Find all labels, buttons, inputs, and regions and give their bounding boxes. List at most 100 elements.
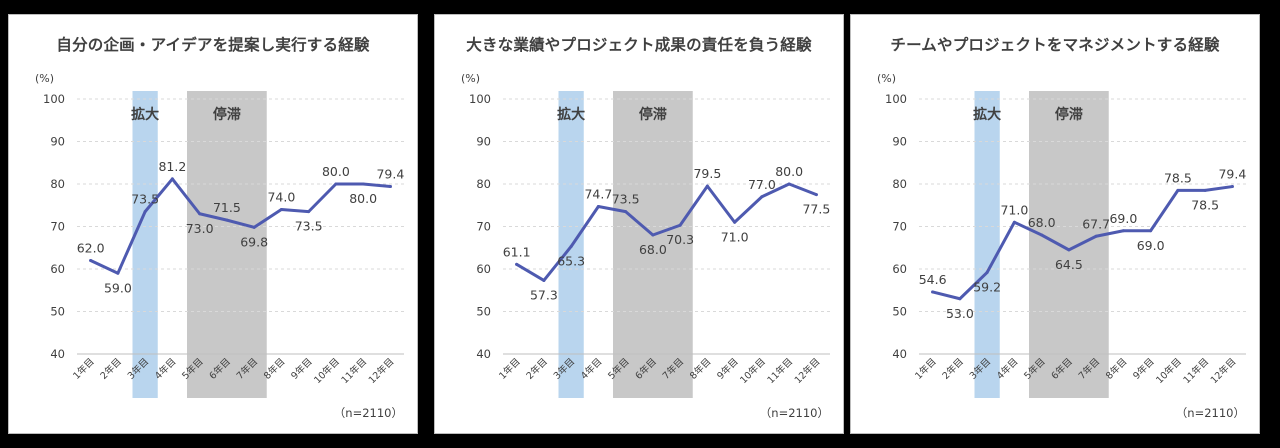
unit-label-3: (%)	[877, 72, 897, 85]
y-tick-label: 40	[476, 347, 491, 361]
y-tick-label: 70	[50, 220, 65, 234]
y-tick-label: 70	[892, 220, 907, 234]
y-tick-label: 70	[476, 220, 491, 234]
sample-size-note-2: （n=2110）	[759, 406, 829, 420]
chart-title-3: チームやプロジェクトをマネジメントする経験	[890, 36, 1220, 54]
y-tick-label: 50	[476, 305, 491, 319]
data-label: 69.0	[1137, 238, 1165, 253]
expansion-band-label: 拡大	[973, 106, 1001, 123]
data-point	[760, 195, 764, 199]
data-point	[252, 225, 256, 229]
stagnation-band-label: 停滞	[639, 106, 667, 123]
data-point	[958, 297, 962, 301]
stagnation-band	[187, 91, 267, 398]
x-tick-label: 10年目	[738, 356, 768, 386]
data-label: 80.0	[322, 164, 350, 179]
data-point	[170, 177, 174, 181]
data-label: 68.0	[1028, 215, 1056, 230]
data-point	[733, 220, 737, 224]
y-tick-label: 50	[892, 305, 907, 319]
data-point	[569, 244, 573, 248]
y-tick-label: 100	[469, 92, 491, 106]
data-label: 54.6	[919, 272, 947, 287]
x-tick-label: 9年目	[715, 356, 741, 382]
x-tick-label: 11年目	[339, 356, 369, 386]
expansion-band-label: 拡大	[131, 106, 159, 123]
data-label: 74.7	[584, 187, 612, 202]
data-label: 79.5	[693, 166, 721, 181]
data-label: 73.5	[295, 219, 323, 234]
x-tick-label: 2年目	[524, 356, 550, 382]
data-label: 73.0	[186, 221, 214, 236]
x-tick-label: 12年目	[1208, 356, 1238, 386]
chart-panel-1: 拡大 停滞 40 50 60 70 80 90 100 1年目 2年目 3年目 4年目 5年目 6年目 7年目…	[8, 14, 418, 434]
data-point	[89, 259, 93, 262]
data-label: 67.7	[1082, 216, 1110, 231]
data-point	[542, 278, 546, 282]
x-tick-label: 9年目	[289, 356, 315, 382]
data-point	[334, 182, 338, 186]
data-label: 53.0	[946, 306, 974, 321]
data-point	[651, 233, 655, 237]
data-label: 80.0	[349, 191, 377, 206]
sample-size-note-3: （n=2110）	[1175, 406, 1245, 420]
data-point	[787, 182, 791, 186]
data-label: 59.0	[104, 280, 132, 295]
y-tick-label: 60	[476, 262, 491, 276]
data-point	[705, 184, 709, 188]
stagnation-band-label: 停滞	[213, 106, 241, 123]
y-tick-label: 40	[892, 347, 907, 361]
data-point	[307, 210, 311, 214]
x-tick-label: 12年目	[366, 356, 396, 386]
y-tick-label: 40	[50, 347, 65, 361]
y-tick-label: 90	[50, 135, 65, 149]
stagnation-band	[1029, 91, 1109, 398]
data-point	[1149, 229, 1153, 233]
data-point	[1230, 185, 1234, 189]
x-tick-label: 9年目	[1131, 356, 1157, 382]
expansion-band	[974, 91, 1000, 398]
x-tick-label: 11年目	[1181, 356, 1211, 386]
x-tick-label: 2年目	[98, 356, 124, 382]
data-point	[1040, 233, 1044, 237]
data-label: 80.0	[775, 164, 803, 179]
x-tick-label: 10年目	[312, 356, 342, 386]
data-point	[1203, 188, 1207, 192]
data-label: 73.5	[612, 192, 640, 207]
data-label: 71.5	[213, 200, 241, 215]
data-label: 81.2	[158, 159, 186, 174]
data-label: 77.5	[802, 202, 830, 217]
data-point	[116, 271, 120, 275]
data-point	[1121, 229, 1125, 233]
data-point	[225, 218, 229, 222]
y-tick-label: 100	[43, 92, 65, 106]
y-tick-label: 80	[50, 177, 65, 191]
data-label: 73.5	[131, 192, 159, 207]
data-label: 79.4	[1218, 167, 1246, 182]
data-label: 65.3	[557, 253, 585, 268]
data-label: 68.0	[639, 242, 667, 257]
chart-panel-3: 拡大 停滞 40 50 60 70 80 90 100 1年目 2年目 3年目 4年目 5年目 6年目 7年目…	[850, 14, 1260, 434]
series-line	[89, 177, 392, 275]
unit-label-2: (%)	[461, 72, 481, 85]
data-point	[279, 208, 283, 211]
data-label: 57.3	[530, 287, 558, 302]
chart-title-2: 大きな業績やプロジェクト成果の責任を負う経験	[466, 36, 812, 54]
expansion-band-label: 拡大	[557, 106, 585, 123]
data-label: 79.4	[376, 167, 404, 182]
data-label: 69.0	[1109, 211, 1137, 226]
x-tick-label: 12年目	[792, 356, 822, 386]
x-tick-label: 1年目	[71, 356, 97, 382]
chart-panel-2: 拡大 停滞 40 50 60 70 80 90 100 1年目 2年目 3年目 4年目 5年目 6年目 7年目…	[434, 14, 844, 434]
y-tick-label: 60	[892, 262, 907, 276]
data-point	[198, 212, 202, 216]
data-label: 61.1	[503, 244, 531, 259]
y-tick-label: 50	[50, 305, 65, 319]
data-label: 69.8	[240, 234, 268, 249]
data-point	[515, 262, 519, 266]
x-tick-label: 10年目	[1154, 356, 1184, 386]
data-label: 71.0	[721, 229, 749, 244]
